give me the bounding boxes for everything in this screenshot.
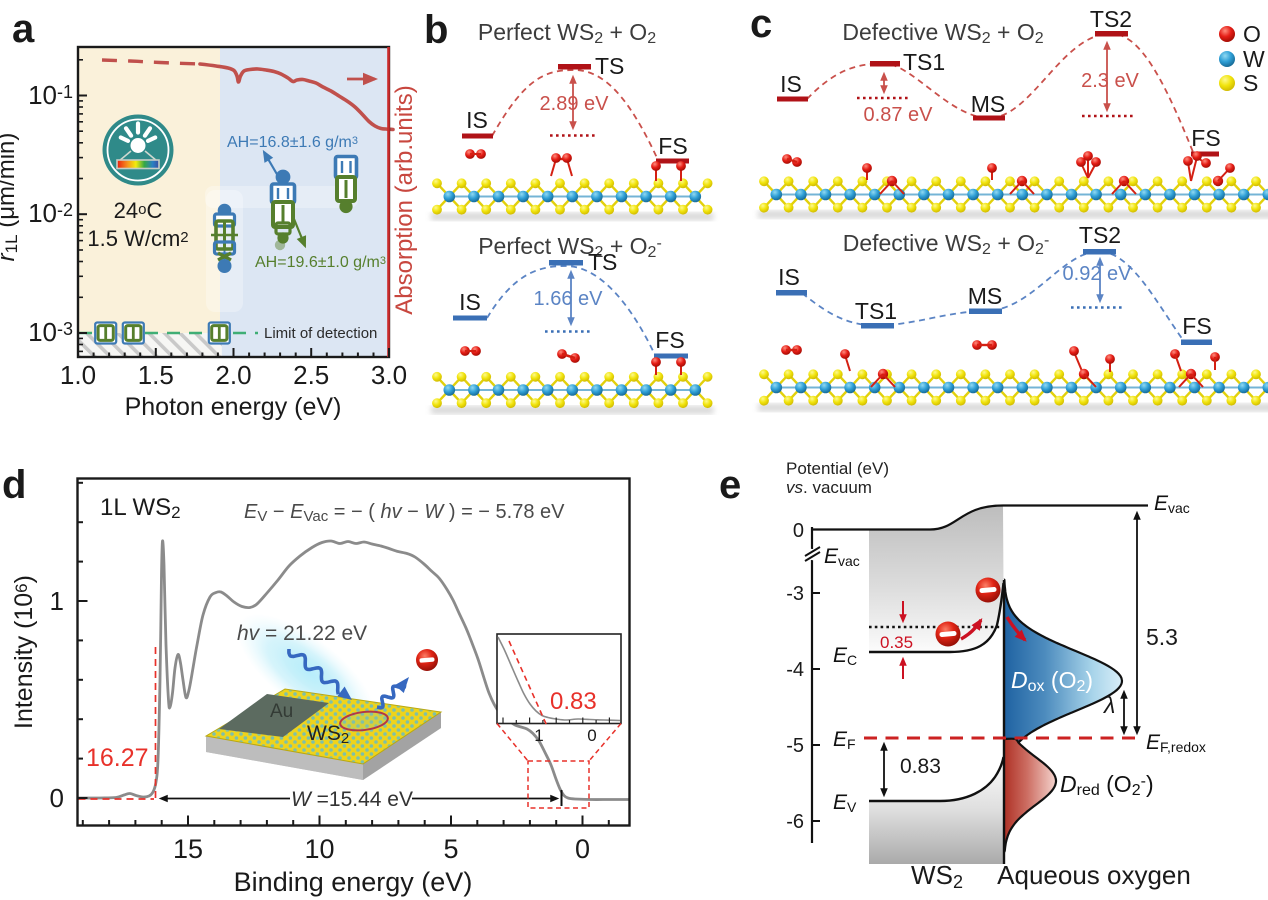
svg-text:a: a <box>12 7 35 51</box>
svg-text:15: 15 <box>173 834 203 864</box>
svg-text:Limit of detection: Limit of detection <box>264 325 377 342</box>
svg-text:0: 0 <box>575 834 590 864</box>
svg-text:IS: IS <box>459 289 481 315</box>
svg-text:S: S <box>1243 70 1258 96</box>
svg-text:0.87 eV: 0.87 eV <box>864 104 934 126</box>
svg-text:0.83: 0.83 <box>900 755 941 778</box>
svg-text:TS2: TS2 <box>1079 222 1121 248</box>
svg-text:5: 5 <box>443 834 458 864</box>
svg-text:Photon energy (eV): Photon energy (eV) <box>125 393 342 421</box>
svg-text:-6: -6 <box>786 811 804 833</box>
svg-text:24oC: 24oC <box>114 198 163 223</box>
svg-text:Absorption (arb.units): Absorption (arb.units) <box>391 85 418 314</box>
svg-text:-3: -3 <box>786 583 804 605</box>
svg-text:0.83: 0.83 <box>550 688 597 715</box>
svg-text:r1L (μm/min): r1L (μm/min) <box>0 133 21 262</box>
svg-text:TS2: TS2 <box>1090 6 1132 32</box>
svg-text:λ: λ <box>1102 692 1115 718</box>
svg-text:b: b <box>424 8 448 52</box>
svg-text:5.3: 5.3 <box>1146 624 1178 650</box>
svg-text:2.0: 2.0 <box>215 360 251 390</box>
svg-text:IS: IS <box>778 264 800 290</box>
svg-text:1L WS2: 1L WS2 <box>100 494 181 522</box>
svg-text:O: O <box>1243 21 1261 47</box>
svg-text:TS: TS <box>588 249 617 275</box>
svg-text:1.66 eV: 1.66 eV <box>534 288 604 310</box>
svg-text:AH=16.8±1.6 g/m3: AH=16.8±1.6 g/m3 <box>227 134 358 151</box>
svg-text:1.0: 1.0 <box>60 360 96 390</box>
svg-text:c: c <box>750 2 772 46</box>
svg-text:2.3 eV: 2.3 eV <box>1081 70 1139 92</box>
svg-text:Binding energy (eV): Binding energy (eV) <box>234 867 473 897</box>
svg-text:Evac: Evac <box>824 545 860 569</box>
svg-text:EV: EV <box>833 791 857 815</box>
svg-text:EF: EF <box>833 728 856 752</box>
svg-text:Perfect WS2 + O2: Perfect WS2 + O2 <box>478 19 656 47</box>
svg-text:Defective WS2 + O2-: Defective WS2 + O2- <box>843 230 1050 258</box>
svg-text:Aqueous oxygen: Aqueous oxygen <box>997 860 1191 890</box>
svg-text:0.92 eV: 0.92 eV <box>1063 263 1133 285</box>
svg-text:0.35: 0.35 <box>880 633 913 652</box>
svg-text:0: 0 <box>587 726 596 745</box>
svg-text:1.5: 1.5 <box>138 360 174 390</box>
svg-text:Defective WS2 + O2: Defective WS2 + O2 <box>842 19 1043 47</box>
svg-text:d: d <box>2 463 26 507</box>
svg-text:1.5 W/cm2: 1.5 W/cm2 <box>87 226 188 251</box>
svg-text:10: 10 <box>304 834 334 864</box>
svg-text:16.27: 16.27 <box>86 744 149 772</box>
svg-text:IS: IS <box>466 107 488 133</box>
svg-text:AH=19.6±1.0 g/m3: AH=19.6±1.0 g/m3 <box>255 254 386 271</box>
svg-text:hv = 21.22 eV: hv = 21.22 eV <box>237 622 367 645</box>
svg-text:2.89 eV: 2.89 eV <box>540 93 610 115</box>
svg-text:vs. vacuum: vs. vacuum <box>786 478 872 497</box>
svg-text:Potential (eV): Potential (eV) <box>786 459 889 478</box>
svg-text:0: 0 <box>793 520 804 542</box>
svg-text:-5: -5 <box>786 735 804 757</box>
svg-text:MS: MS <box>971 91 1006 117</box>
svg-text:EC: EC <box>833 644 857 668</box>
svg-text:FS: FS <box>1191 125 1220 151</box>
svg-text:FS: FS <box>658 133 687 159</box>
svg-text:WS2: WS2 <box>307 722 349 747</box>
svg-text:TS1: TS1 <box>855 298 897 324</box>
svg-text:Intensity (106): Intensity (106) <box>10 575 38 729</box>
svg-text:-4: -4 <box>786 659 804 681</box>
svg-text:3.0: 3.0 <box>371 360 407 390</box>
svg-text:2.5: 2.5 <box>293 360 329 390</box>
svg-text:MS: MS <box>968 283 1003 309</box>
svg-text:W =15.44 eV: W =15.44 eV <box>291 788 413 811</box>
svg-text:W: W <box>1243 46 1265 72</box>
svg-text:TS: TS <box>595 53 624 79</box>
svg-text:0: 0 <box>50 783 64 813</box>
svg-text:Au: Au <box>270 701 293 722</box>
svg-text:1: 1 <box>50 586 64 616</box>
svg-text:IS: IS <box>780 71 802 97</box>
svg-text:Perfect WS2 + O2-: Perfect WS2 + O2- <box>478 233 662 261</box>
svg-text:FS: FS <box>655 327 684 353</box>
svg-text:FS: FS <box>1182 313 1211 339</box>
svg-text:TS1: TS1 <box>903 49 945 75</box>
svg-text:e: e <box>719 463 741 507</box>
svg-text:EF,redox: EF,redox <box>1146 731 1206 755</box>
svg-text:1: 1 <box>534 726 543 745</box>
svg-text:Evac: Evac <box>1154 492 1190 516</box>
svg-text:EV − EVac = − ( hv − W ) = − 5: EV − EVac = − ( hv − W ) = − 5.78 eV <box>244 501 565 525</box>
